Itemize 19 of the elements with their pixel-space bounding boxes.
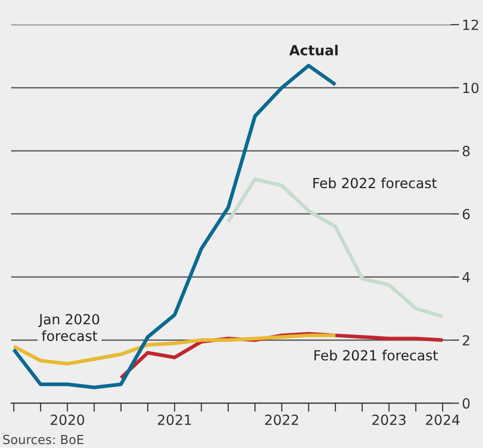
y-tick-label: 6 <box>462 208 470 220</box>
x-tick-label: 2024 <box>426 414 460 426</box>
series-label: Jan 2020 forecast <box>38 314 100 342</box>
series-label: Feb 2022 forecast <box>313 178 437 188</box>
x-tick-label: 2023 <box>372 414 406 426</box>
y-tick-label: 2 <box>462 335 470 346</box>
x-tick-label: 2021 <box>158 414 191 426</box>
y-tick-label: 4 <box>462 272 470 282</box>
series-label: Feb 2021 forecast <box>314 350 438 361</box>
x-tick-label: 2022 <box>265 414 298 426</box>
x-tick-label: 2020 <box>50 414 84 426</box>
y-tick-label: 10 <box>463 82 478 94</box>
series-label: Actual <box>289 44 338 56</box>
y-tick-label: 12 <box>463 20 478 30</box>
y-tick-label: 8 <box>462 146 470 156</box>
y-tick-label: 0 <box>462 398 470 409</box>
line-series <box>12 64 338 390</box>
line-series <box>226 177 444 318</box>
source-note: Sources: BoE <box>3 434 84 444</box>
